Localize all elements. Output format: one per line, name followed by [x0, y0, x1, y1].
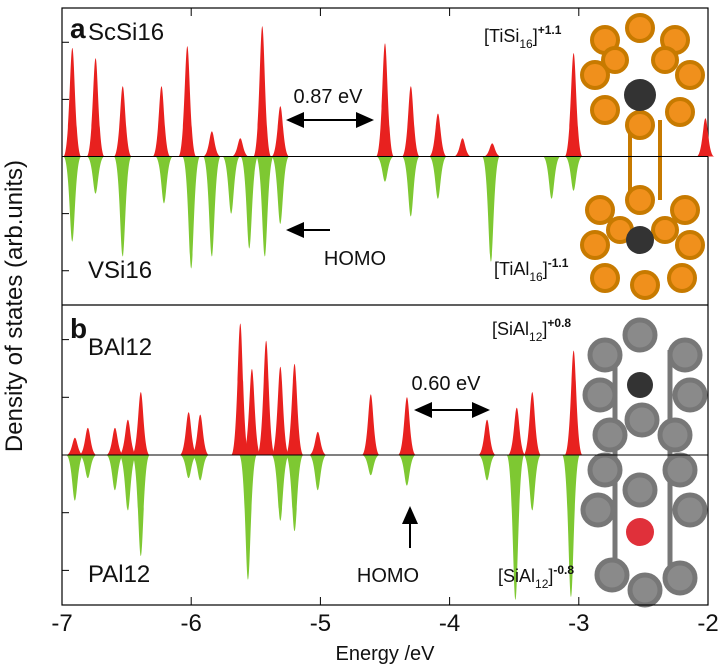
formula-label: [SiAl12]-0.8	[498, 563, 574, 591]
dos-peak	[79, 455, 97, 478]
dos-peak	[66, 455, 84, 501]
dos-peak	[132, 392, 150, 455]
dos-peak	[114, 86, 132, 156]
dos-peak	[253, 26, 271, 156]
spin-up-label: BAl12	[88, 334, 152, 361]
dos-peak	[178, 46, 196, 156]
dos-peak	[63, 48, 81, 157]
dos-peak	[454, 138, 472, 156]
dos-peak	[203, 131, 221, 156]
homo-label: HOMO	[324, 248, 386, 270]
dos-peak	[478, 455, 496, 480]
dos-peak	[309, 455, 327, 490]
x-tick-label: -3	[568, 610, 589, 637]
formula-subscript: 16	[519, 37, 533, 51]
dos-peak	[402, 157, 420, 217]
dos-peak	[231, 323, 249, 455]
dos-peak	[523, 455, 541, 510]
dos-peak	[543, 157, 561, 199]
dos-peak	[271, 157, 289, 224]
formula-base: [SiAl	[492, 319, 529, 339]
dos-peak	[376, 157, 394, 182]
formula-base: [SiAl	[498, 566, 535, 586]
dos-peak	[565, 53, 583, 156]
formula-superscript: -1.1	[548, 256, 569, 270]
formula-base: [TiAl	[494, 259, 529, 279]
x-axis-title: Energy /eV	[336, 643, 436, 665]
dos-peak	[508, 408, 526, 455]
formula-superscript: +1.1	[538, 23, 562, 37]
x-tick-label: -6	[181, 610, 202, 637]
formula-subscript: 16	[529, 270, 543, 284]
dos-peak	[119, 455, 137, 510]
dos-peak	[239, 455, 257, 580]
x-tick-label: -4	[439, 610, 460, 637]
dos-peak	[152, 86, 170, 156]
formula-superscript: +0.8	[547, 316, 571, 330]
formula-superscript: -0.8	[553, 563, 574, 577]
dos-peak	[132, 455, 150, 556]
dos-peak	[483, 143, 501, 156]
dos-peak	[286, 364, 304, 455]
dos-peak	[429, 114, 447, 157]
x-tick-label: -7	[51, 610, 72, 637]
dos-peak	[240, 157, 258, 249]
panel-label: a	[70, 13, 86, 44]
dos-peak	[565, 351, 583, 455]
dos-peak	[286, 455, 304, 531]
dos-peak	[482, 157, 500, 262]
dos-peak	[402, 86, 420, 156]
dos-peak	[87, 157, 105, 194]
dos-peak	[182, 157, 200, 269]
dos-peak	[696, 118, 714, 156]
formula-label: [TiSi16]+1.1	[484, 23, 562, 51]
dos-peak	[362, 455, 380, 475]
dos-peak	[222, 157, 240, 214]
figure: Density of states (arb.units) Energy /eV…	[0, 0, 722, 671]
molecule-drawings	[582, 15, 705, 605]
x-tick-label: -5	[310, 610, 331, 637]
dos-peak	[429, 157, 447, 199]
page: Density of states (arb.units) Energy /eV…	[0, 0, 722, 671]
dos-peak	[523, 392, 541, 455]
formula-subscript: 12	[535, 577, 549, 591]
formula-label: [TiAl16]-1.1	[494, 256, 569, 284]
dos-peak	[66, 438, 84, 455]
dos-peak	[155, 157, 173, 204]
y-axis-title: Density of states (arb.units)	[1, 160, 28, 452]
dos-peak	[203, 157, 221, 257]
dos-peak	[231, 138, 249, 156]
dos-peak	[106, 428, 124, 455]
panel-label: b	[70, 313, 87, 344]
dos-peak	[271, 106, 289, 156]
dos-peak	[119, 420, 137, 455]
x-tick-label: -2	[697, 610, 718, 637]
dos-peak	[63, 157, 81, 242]
dos-peak	[362, 394, 380, 455]
formula-subscript: 12	[529, 330, 543, 344]
dos-peak	[478, 420, 496, 455]
dos-peak	[398, 397, 416, 455]
dos-peak	[106, 455, 124, 490]
homo-label: HOMO	[357, 565, 419, 587]
dos-peak	[256, 157, 274, 257]
dos-peak	[271, 367, 289, 455]
dos-peak	[565, 157, 583, 191]
dos-peak	[79, 428, 97, 455]
formula-base: [TiSi	[484, 26, 519, 46]
gap-label: 0.60 eV	[412, 373, 482, 395]
spin-down-label: PAl12	[88, 561, 150, 588]
dos-peak	[114, 157, 132, 257]
gap-label: 0.87 eV	[294, 86, 364, 108]
dos-peak	[376, 43, 394, 156]
dos-peak	[87, 58, 105, 156]
spin-up-label: ScSi16	[88, 19, 164, 46]
dos-peak	[257, 341, 275, 455]
dos-peak	[398, 455, 416, 486]
spin-down-label: VSi16	[88, 257, 152, 284]
dos-peak	[191, 455, 209, 480]
dos-peak	[271, 455, 289, 521]
dos-peak	[309, 432, 327, 455]
formula-label: [SiAl12]+0.8	[492, 316, 571, 344]
